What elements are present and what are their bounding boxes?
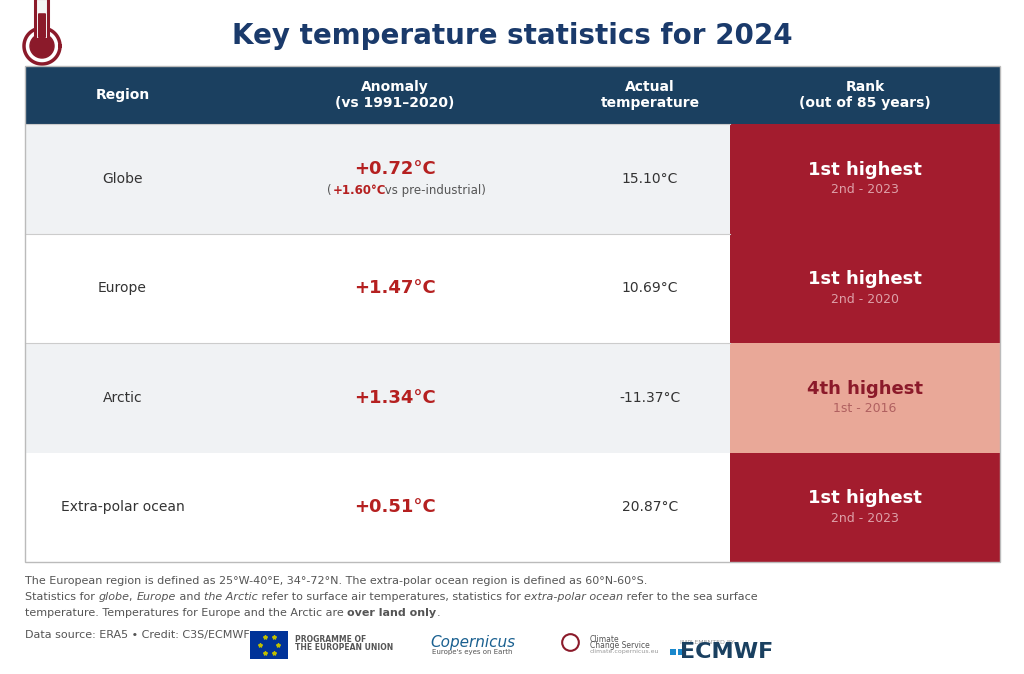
Bar <box>730 66 1000 124</box>
Text: .: . <box>436 608 440 618</box>
Text: 10.69°C: 10.69°C <box>622 281 678 295</box>
Text: +1.47°C: +1.47°C <box>354 279 436 297</box>
Text: Europe: Europe <box>98 281 146 295</box>
Bar <box>220 233 570 343</box>
Text: Anomaly
(vs 1991–2020): Anomaly (vs 1991–2020) <box>335 80 455 110</box>
Text: 1st highest: 1st highest <box>808 489 922 508</box>
Text: (: ( <box>327 184 332 197</box>
Text: 2nd - 2023: 2nd - 2023 <box>831 183 899 196</box>
Text: 2nd - 2020: 2nd - 2020 <box>831 293 899 306</box>
Text: vs pre-industrial): vs pre-industrial) <box>381 184 485 197</box>
Text: +0.72°C: +0.72°C <box>354 160 436 178</box>
Text: 4th highest: 4th highest <box>807 379 923 398</box>
Bar <box>730 452 1000 562</box>
Text: Arctic: Arctic <box>102 391 142 405</box>
Text: 2nd - 2023: 2nd - 2023 <box>831 512 899 525</box>
Text: Europe: Europe <box>136 592 176 602</box>
Text: over land only: over land only <box>347 608 436 618</box>
Bar <box>25 66 220 124</box>
Bar <box>25 233 220 343</box>
Circle shape <box>30 34 54 58</box>
Text: Copernicus: Copernicus <box>430 634 515 650</box>
Text: globe: globe <box>98 592 129 602</box>
Bar <box>25 452 220 562</box>
Text: Globe: Globe <box>102 172 142 186</box>
Text: THE EUROPEAN UNION: THE EUROPEAN UNION <box>295 644 393 652</box>
Text: refer to surface air temperatures, statistics for: refer to surface air temperatures, stati… <box>258 592 524 602</box>
Text: Actual
temperature: Actual temperature <box>600 80 699 110</box>
Text: Europe's eyes on Earth: Europe's eyes on Earth <box>432 649 512 655</box>
Text: +0.51°C: +0.51°C <box>354 498 436 516</box>
Bar <box>730 343 1000 452</box>
Bar <box>570 124 730 233</box>
Bar <box>220 343 570 452</box>
Bar <box>570 66 730 124</box>
Text: Region: Region <box>95 88 150 102</box>
Bar <box>678 649 684 655</box>
Text: refer to the sea surface: refer to the sea surface <box>623 592 758 602</box>
Bar <box>570 343 730 452</box>
Bar <box>730 233 1000 343</box>
Text: Statistics for: Statistics for <box>25 592 98 602</box>
Bar <box>25 343 220 452</box>
Bar <box>220 452 570 562</box>
Text: 20.87°C: 20.87°C <box>622 500 678 514</box>
Bar <box>730 124 1000 233</box>
Text: Climate: Climate <box>590 636 620 644</box>
Bar <box>220 124 570 233</box>
Text: +1.60°C: +1.60°C <box>333 184 386 197</box>
Text: -11.37°C: -11.37°C <box>620 391 681 405</box>
Text: temperature. Temperatures for Europe and the Arctic are: temperature. Temperatures for Europe and… <box>25 608 347 618</box>
Text: PROGRAMME OF: PROGRAMME OF <box>295 634 367 644</box>
Text: Rank
(out of 85 years): Rank (out of 85 years) <box>799 80 931 110</box>
Bar <box>670 649 676 655</box>
Text: IMPLEMENTED BY: IMPLEMENTED BY <box>680 640 734 646</box>
Text: and: and <box>176 592 204 602</box>
Text: The European region is defined as 25°W-40°E, 34°-72°N. The extra-polar ocean reg: The European region is defined as 25°W-4… <box>25 576 647 586</box>
Bar <box>570 233 730 343</box>
Bar <box>25 66 1000 562</box>
Text: Key temperature statistics for 2024: Key temperature statistics for 2024 <box>231 22 793 50</box>
Text: 1st highest: 1st highest <box>808 161 922 179</box>
Bar <box>250 631 288 659</box>
Text: 15.10°C: 15.10°C <box>622 172 678 186</box>
Text: climate.copernicus.eu: climate.copernicus.eu <box>590 650 659 654</box>
Text: Extra-polar ocean: Extra-polar ocean <box>60 500 184 514</box>
Text: extra-polar ocean: extra-polar ocean <box>524 592 623 602</box>
FancyBboxPatch shape <box>36 0 48 40</box>
Bar <box>25 124 220 233</box>
Text: 1st highest: 1st highest <box>808 270 922 288</box>
Text: ECMWF: ECMWF <box>680 642 773 662</box>
Text: +1.34°C: +1.34°C <box>354 389 436 406</box>
Bar <box>570 452 730 562</box>
FancyBboxPatch shape <box>38 13 46 38</box>
Text: Change Service: Change Service <box>590 642 650 650</box>
Text: the Arctic: the Arctic <box>204 592 258 602</box>
Text: 1st - 2016: 1st - 2016 <box>834 402 897 415</box>
Text: Data source: ERA5 • Credit: C3S/ECMWF: Data source: ERA5 • Credit: C3S/ECMWF <box>25 630 250 640</box>
Text: ,: , <box>129 592 136 602</box>
Bar <box>220 66 570 124</box>
